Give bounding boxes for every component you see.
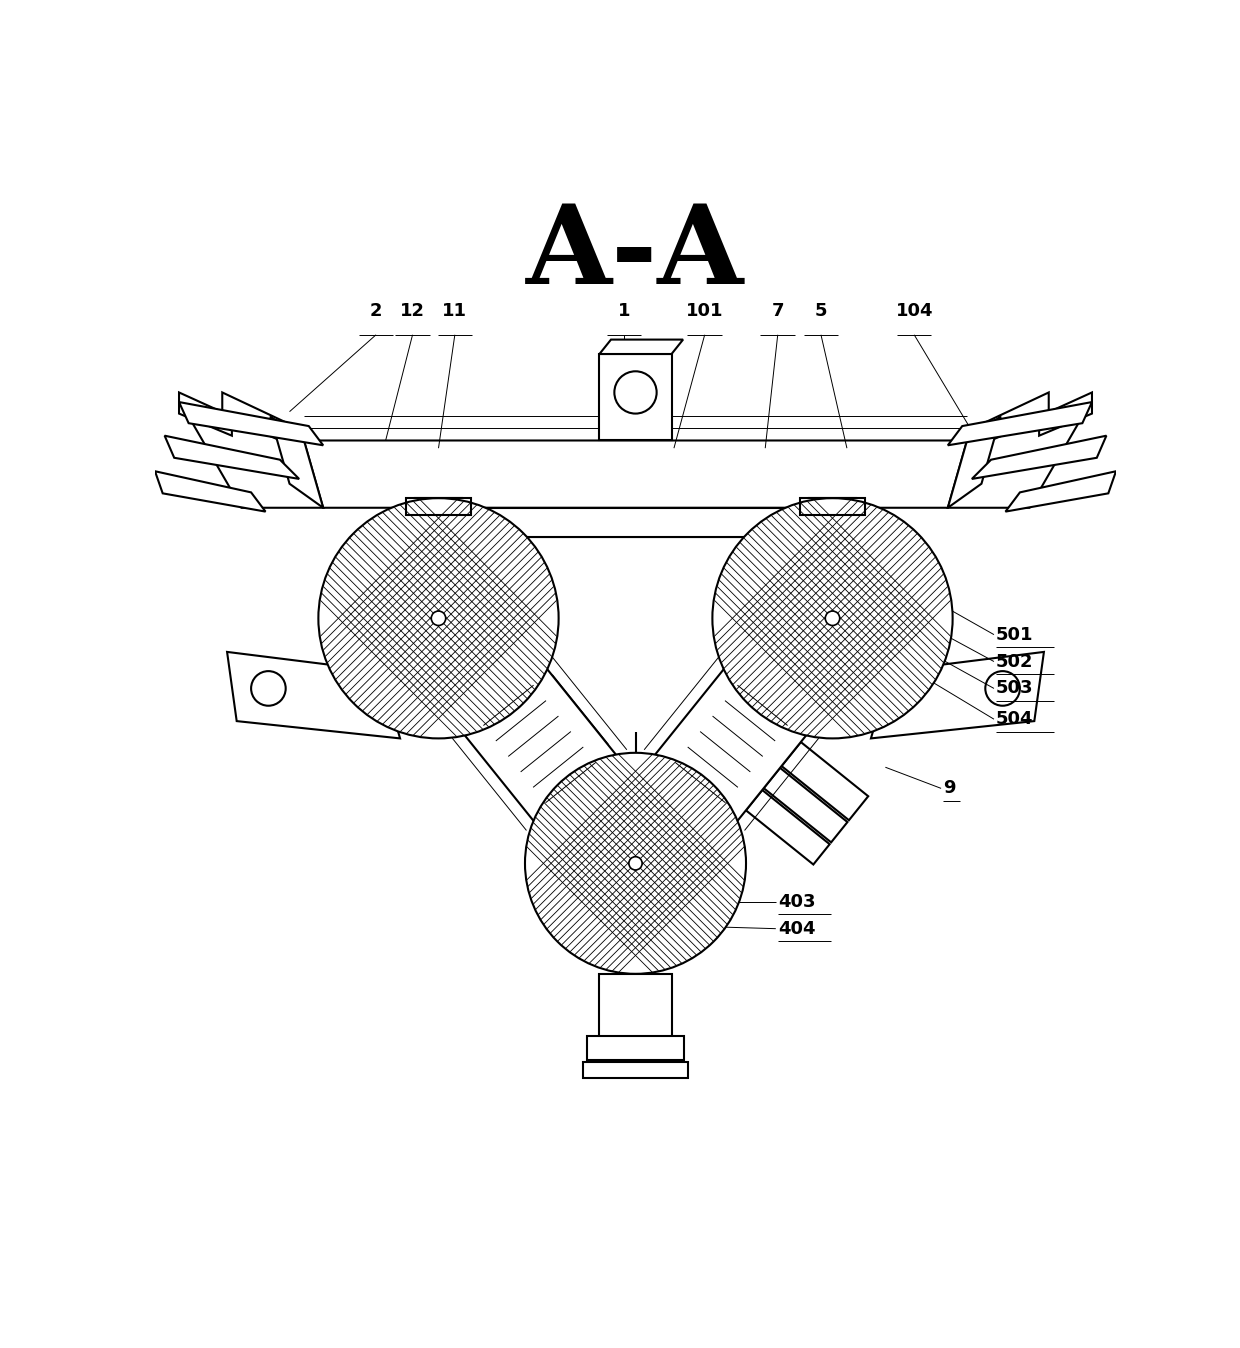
- Circle shape: [250, 671, 285, 706]
- Text: 2: 2: [370, 302, 382, 321]
- Circle shape: [319, 499, 558, 739]
- Text: 404: 404: [777, 919, 815, 938]
- Bar: [599, 973, 672, 1070]
- Polygon shape: [781, 741, 868, 820]
- Polygon shape: [764, 768, 847, 842]
- Polygon shape: [485, 675, 572, 754]
- Polygon shape: [599, 340, 683, 355]
- Bar: [588, 1037, 683, 1061]
- Text: 7: 7: [771, 302, 784, 321]
- Text: 501: 501: [996, 625, 1033, 643]
- Polygon shape: [972, 435, 1106, 479]
- Text: 503: 503: [996, 679, 1033, 697]
- Circle shape: [712, 499, 952, 739]
- Polygon shape: [270, 417, 324, 508]
- Text: 1: 1: [618, 302, 630, 321]
- Bar: [415, 499, 461, 508]
- Polygon shape: [179, 392, 232, 435]
- Polygon shape: [653, 665, 810, 824]
- Polygon shape: [165, 435, 299, 479]
- Polygon shape: [188, 417, 324, 508]
- Bar: [800, 499, 866, 515]
- Polygon shape: [523, 724, 608, 798]
- Text: 11: 11: [443, 302, 467, 321]
- Bar: [810, 499, 856, 508]
- Circle shape: [986, 671, 1019, 706]
- Text: 504: 504: [996, 710, 1033, 728]
- Polygon shape: [746, 790, 830, 864]
- Circle shape: [432, 611, 445, 625]
- Text: 502: 502: [996, 652, 1033, 670]
- Text: 101: 101: [686, 302, 723, 321]
- Polygon shape: [222, 392, 304, 450]
- Circle shape: [525, 752, 746, 973]
- Polygon shape: [461, 665, 618, 824]
- Polygon shape: [947, 402, 1092, 445]
- Bar: [461, 508, 810, 537]
- Polygon shape: [304, 441, 967, 508]
- Polygon shape: [179, 402, 324, 445]
- Text: A-A: A-A: [526, 200, 745, 306]
- Bar: [405, 515, 866, 537]
- Text: 403: 403: [777, 892, 815, 911]
- Polygon shape: [947, 417, 1083, 508]
- Polygon shape: [967, 392, 1049, 450]
- Polygon shape: [947, 417, 1001, 508]
- Circle shape: [614, 371, 657, 414]
- Text: 104: 104: [895, 302, 932, 321]
- Bar: [599, 355, 672, 441]
- Polygon shape: [870, 652, 1044, 739]
- Polygon shape: [1039, 392, 1092, 435]
- Text: 9: 9: [942, 779, 956, 798]
- Circle shape: [629, 857, 642, 869]
- Polygon shape: [1006, 472, 1116, 512]
- Bar: [405, 499, 471, 515]
- Bar: [583, 1062, 688, 1077]
- Text: 5: 5: [815, 302, 827, 321]
- Polygon shape: [227, 652, 401, 739]
- Polygon shape: [506, 702, 590, 776]
- Text: 12: 12: [401, 302, 425, 321]
- Polygon shape: [155, 472, 265, 512]
- Circle shape: [826, 611, 839, 625]
